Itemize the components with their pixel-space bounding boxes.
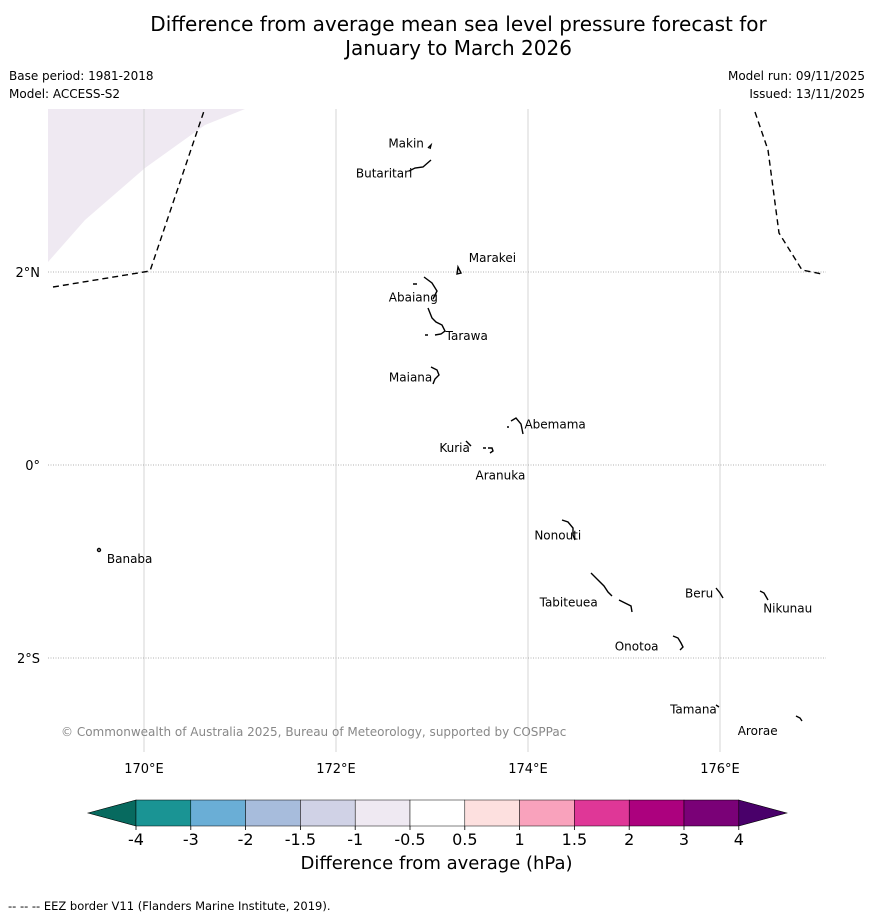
island-shape-abaiang bbox=[413, 276, 438, 300]
colorbar-swatch-5 bbox=[354, 799, 411, 827]
colorbar: -4 -3 -2 -1.5 -1 -0.5 0.5 1 1.5 2 3 4 bbox=[86, 799, 788, 849]
island-shape-arorae bbox=[795, 715, 803, 722]
island-shape-tarawa bbox=[425, 307, 446, 336]
copyright-notice: © Commonwealth of Australia 2025, Bureau… bbox=[61, 725, 566, 739]
colorbar-under-arrow bbox=[86, 799, 137, 827]
island-label-nikunau: Nikunau bbox=[763, 601, 812, 615]
colorbar-tick-label: 0.5 bbox=[452, 830, 477, 849]
island-label-nonouti: Nonouti bbox=[534, 529, 581, 543]
island-shape-tabiteuea bbox=[590, 572, 633, 613]
colorbar-tick-label: 2 bbox=[624, 830, 634, 849]
island-shape-maiana bbox=[430, 366, 440, 385]
map-title: Difference from average mean sea level p… bbox=[0, 12, 873, 60]
colorbar-swatch-11 bbox=[683, 799, 740, 827]
title-line-2: January to March 2026 bbox=[345, 36, 572, 60]
colorbar-tick-label: -4 bbox=[128, 830, 144, 849]
base-period: Base period: 1981-2018 bbox=[9, 69, 154, 83]
island-shape-kuria bbox=[465, 440, 472, 447]
colorbar-tick-label: -0.5 bbox=[394, 830, 425, 849]
lon-label-174-e: 174°E bbox=[508, 762, 548, 777]
colorbar-over-arrow bbox=[738, 799, 788, 827]
metadata-left: Base period: 1981-2018 Model: ACCESS-S2 bbox=[9, 67, 154, 103]
island-label-maiana: Maiana bbox=[389, 370, 432, 384]
island-outlines bbox=[96, 142, 803, 722]
colorbar-swatch-9 bbox=[574, 799, 630, 827]
model-name: Model: ACCESS-S2 bbox=[9, 87, 121, 101]
colorbar-swatch-10 bbox=[628, 799, 685, 827]
colorbar-swatch-4 bbox=[300, 799, 356, 827]
island-shape-nikunau bbox=[759, 590, 769, 601]
metadata-right: Model run: 09/11/2025 Issued: 13/11/2025 bbox=[728, 67, 865, 103]
island-label-makin: Makin bbox=[388, 137, 424, 151]
issued-date: Issued: 13/11/2025 bbox=[749, 87, 865, 101]
colorbar-swatch-1 bbox=[135, 799, 192, 827]
island-shape-abemama bbox=[507, 417, 524, 435]
island-shape-marakei bbox=[456, 264, 463, 275]
island-label-kuria: Kuria bbox=[439, 441, 470, 455]
colorbar-title: Difference from average (hPa) bbox=[300, 853, 573, 874]
lat-label-0: 0° bbox=[25, 459, 40, 474]
colorbar-swatch-6 bbox=[409, 799, 466, 827]
island-label-tabiteuea: Tabiteuea bbox=[539, 595, 598, 609]
graticule bbox=[48, 109, 826, 752]
model-run: Model run: 09/11/2025 bbox=[727, 69, 865, 83]
island-label-marakei: Marakei bbox=[469, 251, 516, 265]
eez-border-east bbox=[754, 111, 823, 275]
island-label-abaiang: Abaiang bbox=[389, 290, 438, 304]
shaded-anomaly-region bbox=[48, 109, 245, 262]
lon-label-170-e: 170°E bbox=[124, 762, 164, 777]
island-label-tamana: Tamana bbox=[669, 702, 717, 716]
island-labels: Makin Butaritari Marakei Abaiang Tarawa Maian… bbox=[107, 137, 812, 738]
colorbar-swatch-3 bbox=[245, 799, 301, 827]
lat-label-2-n: 2°N bbox=[16, 266, 41, 281]
island-label-butaritari: Butaritari bbox=[356, 167, 413, 181]
island-label-beru: Beru bbox=[685, 586, 713, 600]
colorbar-swatch-8 bbox=[519, 799, 575, 827]
island-shape-tamana bbox=[715, 704, 720, 708]
island-shape-beru bbox=[715, 587, 724, 599]
island-shape-onotoa bbox=[672, 635, 684, 651]
island-shape-banaba bbox=[96, 547, 102, 553]
colorbar-tick-label: -1.5 bbox=[285, 830, 316, 849]
island-shape-makin bbox=[427, 142, 433, 150]
island-label-abemama: Abemama bbox=[524, 417, 585, 431]
colorbar-tick-label: -3 bbox=[183, 830, 199, 849]
colorbar-tick-label: 1.5 bbox=[562, 830, 587, 849]
axis-labels: 2°N 0° 2°S 170°E 172°E 174°E 176°E bbox=[16, 266, 740, 777]
eez-border-west bbox=[52, 109, 206, 288]
lon-label-176-e: 176°E bbox=[700, 762, 740, 777]
lat-label-2-s: 2°S bbox=[17, 652, 40, 667]
island-label-arorae: Arorae bbox=[738, 724, 778, 738]
colorbar-swatch-7 bbox=[464, 799, 520, 827]
island-shape-butaritari bbox=[408, 159, 432, 172]
eez-border-legend: -- -- -- EEZ border V11 (Flanders Marine… bbox=[8, 899, 331, 913]
island-label-onotoa: Onotoa bbox=[615, 640, 659, 654]
colorbar-tick-label: 4 bbox=[734, 830, 744, 849]
colorbar-tick-label: -1 bbox=[347, 830, 363, 849]
lon-label-172-e: 172°E bbox=[316, 762, 356, 777]
island-label-aranuka: Aranuka bbox=[476, 469, 526, 483]
colorbar-tick-label: 3 bbox=[679, 830, 689, 849]
colorbar-swatch-2 bbox=[190, 799, 246, 827]
colorbar-tick-label: 1 bbox=[515, 830, 525, 849]
island-label-tarawa: Tarawa bbox=[445, 329, 488, 343]
island-shape-aranuka bbox=[483, 447, 494, 454]
colorbar-tick-label: -2 bbox=[238, 830, 254, 849]
island-label-banaba: Banaba bbox=[107, 552, 153, 566]
island-shape-nonouti bbox=[561, 519, 576, 541]
title-line-1: Difference from average mean sea level p… bbox=[150, 12, 767, 36]
